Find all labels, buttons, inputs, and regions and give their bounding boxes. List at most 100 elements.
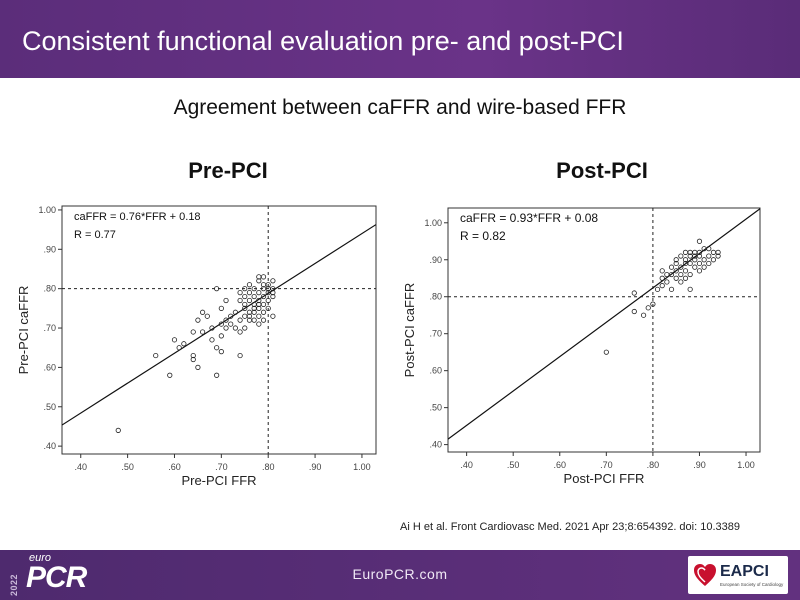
pre-data-point: [237, 290, 243, 296]
pre-data-point: [256, 313, 262, 319]
pre-data-point: [115, 427, 121, 433]
post-data-point: [692, 257, 698, 263]
post-data-point: [673, 260, 679, 267]
pre-x-tick-label: .60: [168, 462, 181, 472]
post-data-point: [650, 301, 656, 307]
post-data-point: [631, 290, 637, 296]
post-pci-chart-title: Post-PCI: [556, 158, 648, 183]
pre-data-point: [199, 309, 206, 315]
post-data-point: [673, 268, 679, 274]
pre-data-point: [232, 309, 239, 315]
post-annotation: caFFR = 0.93*FFR + 0.08: [460, 211, 598, 225]
pre-x-axis-label: Pre-PCI FFR: [181, 473, 256, 488]
pre-data-point: [167, 372, 173, 378]
pre-data-point: [209, 325, 215, 331]
pre-pci-scatter-chart: .40 .50 .60 .70 .80 .90 1.00 .40 .50 .60 .70 .80 .90…: [16, 205, 377, 488]
pre-data-point: [242, 325, 248, 331]
pre-data-point: [260, 274, 267, 280]
post-y-tick-label: .90: [429, 255, 442, 265]
pre-data-point: [195, 317, 201, 323]
footer-url[interactable]: EuroPCR.com: [352, 566, 448, 582]
post-data-point: [678, 279, 684, 285]
post-x-axis-label: Post-PCI FFR: [564, 471, 645, 486]
post-data-point: [631, 308, 637, 315]
post-x-tick-label: .80: [647, 460, 660, 470]
pre-data-point: [218, 349, 224, 355]
post-x-tick-label: 1.00: [737, 460, 755, 470]
pre-data-point: [260, 301, 267, 308]
post-data-point: [682, 257, 689, 263]
post-data-point: [678, 253, 684, 259]
pre-data-point: [256, 290, 262, 296]
post-data-point: [696, 253, 703, 259]
pre-data-point: [199, 329, 206, 335]
pre-data-point: [153, 352, 159, 359]
pre-data-point: [214, 286, 220, 292]
pre-data-point: [223, 325, 229, 331]
pre-data-point: [265, 282, 271, 288]
pre-data-point: [256, 305, 262, 311]
pre-data-point: [246, 282, 253, 288]
pre-data-point: [265, 297, 271, 304]
post-y-tick-label: 1.00: [424, 218, 442, 228]
pre-data-point: [242, 301, 248, 308]
post-x-tick-label: .50: [507, 460, 520, 470]
pre-annotation: caFFR = 0.76*FFR + 0.18: [74, 211, 201, 223]
pre-data-point: [256, 321, 262, 327]
post-data-point: [659, 275, 665, 281]
pre-data-point: [270, 290, 276, 296]
post-y-tick-label: .50: [429, 403, 442, 413]
post-data-point: [692, 264, 698, 270]
pre-plot-frame: [61, 205, 377, 455]
pre-data-point: [251, 293, 257, 300]
pre-data-point: [195, 364, 201, 370]
pre-data-point: [190, 352, 196, 359]
pre-data-point: [237, 297, 243, 304]
pre-annotation: R = 0.77: [74, 229, 116, 241]
eapci-sublabel: European Society of Cardiology: [720, 582, 784, 587]
pre-y-tick-label: .40: [43, 441, 56, 451]
post-data-point: [673, 275, 679, 281]
title-bar: Consistent functional evaluation pre- an…: [0, 0, 800, 78]
pre-data-point: [270, 278, 276, 284]
post-data-point: [687, 260, 693, 267]
pre-data-point: [181, 341, 187, 347]
pre-data-point: [204, 313, 210, 319]
pre-data-point: [260, 317, 267, 323]
post-x-tick-label: .70: [600, 460, 613, 470]
pre-data-point: [190, 356, 196, 363]
pre-data-point: [256, 297, 262, 304]
pre-data-point: [171, 337, 178, 343]
post-data-point: [682, 275, 689, 281]
post-data-point: [706, 246, 712, 252]
post-pci-scatter-chart: .40 .50 .60 .70 .80 .90 1.00 .40 .50 .60 .70 .80 .90…: [402, 207, 761, 486]
pre-x-tick-label: .90: [309, 462, 322, 472]
pre-data-point: [237, 352, 243, 359]
europcr-logo: PCR: [26, 561, 87, 594]
pre-data-point: [246, 290, 253, 296]
pre-y-tick-label: .90: [43, 244, 56, 254]
post-data-point: [678, 264, 684, 270]
post-data-point: [701, 264, 707, 270]
pre-data-point: [265, 305, 271, 311]
post-y-tick-label: .80: [429, 292, 442, 302]
pre-y-tick-label: 1.00: [38, 205, 56, 215]
post-data-point: [659, 268, 665, 274]
post-data-point: [664, 279, 670, 285]
pre-data-point: [251, 286, 257, 292]
pre-data-point: [246, 297, 253, 304]
page-title: Consistent functional evaluation pre- an…: [22, 26, 624, 56]
pre-data-point: [242, 293, 248, 300]
post-data-point: [706, 253, 712, 259]
pre-x-tick-label: .70: [215, 462, 228, 472]
pre-data-point: [270, 286, 276, 292]
post-data-point: [696, 249, 703, 255]
post-data-point: [701, 257, 707, 263]
post-y-tick-label: .60: [429, 366, 442, 376]
pre-data-point: [256, 278, 262, 284]
pre-data-point: [270, 293, 276, 300]
pre-data-point: [232, 325, 239, 331]
pre-data-point: [237, 329, 243, 335]
pre-y-axis-label: Pre-PCI caFFR: [16, 286, 31, 375]
pre-y-tick-label: .70: [43, 323, 56, 333]
